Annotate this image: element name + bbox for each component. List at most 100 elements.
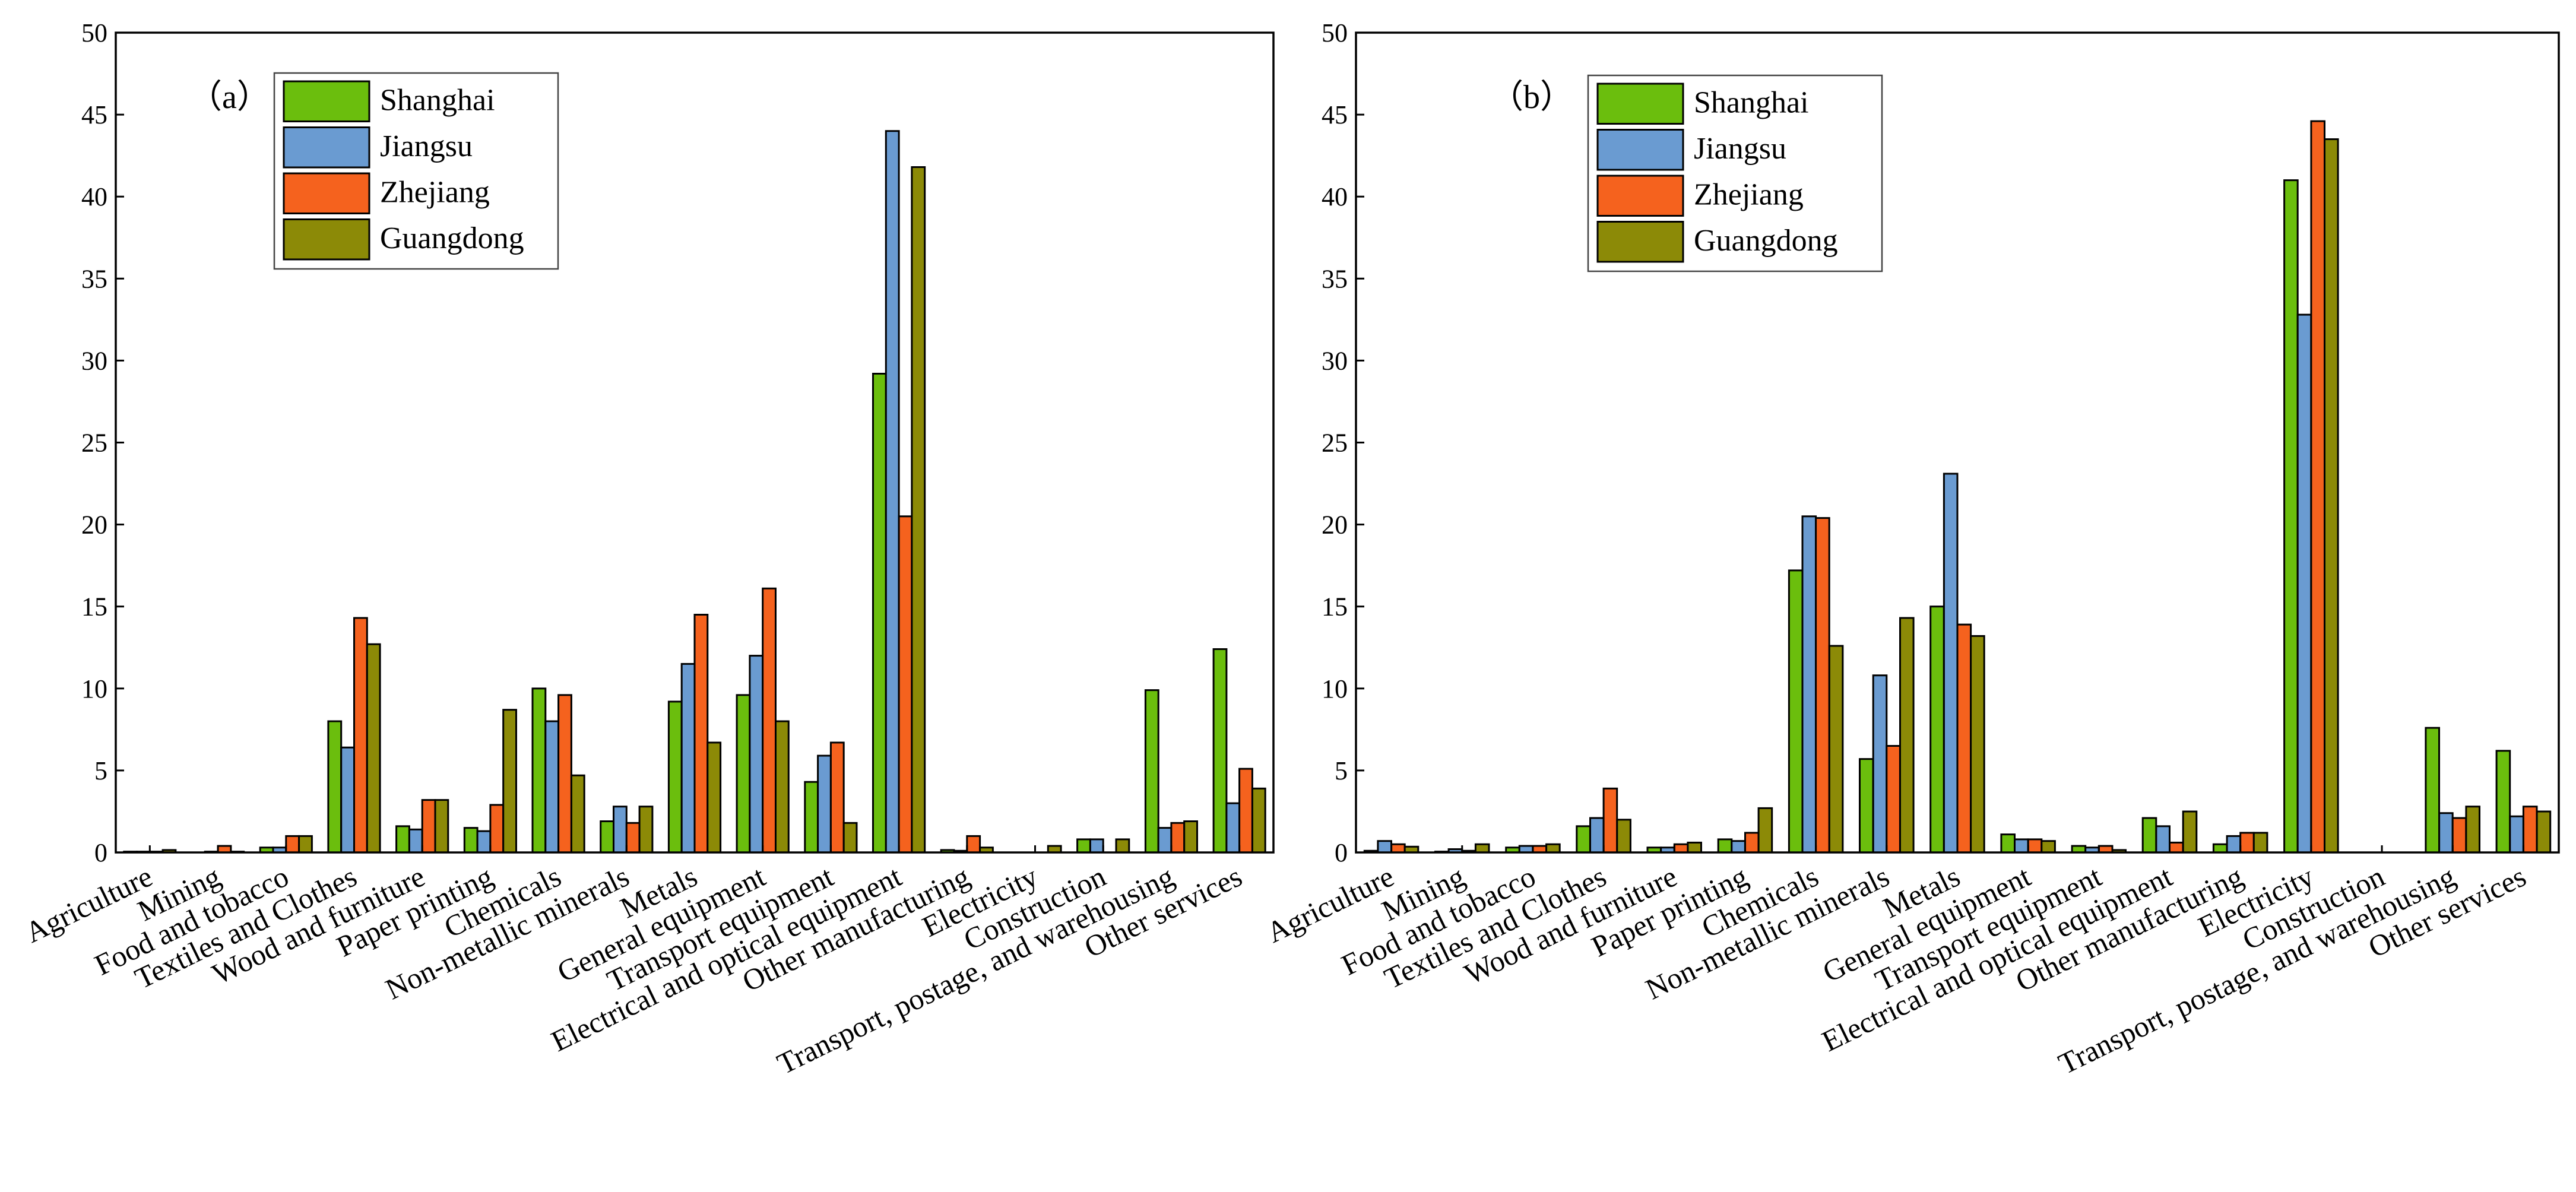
y-tick-label: 5 (1335, 756, 1348, 785)
bar-zhejiang-food-and-tobacco (285, 835, 300, 854)
bar-zhejiang-other-manufacturing (2239, 832, 2255, 854)
bar-guangdong-electrical-and-optical-equipment (911, 166, 926, 854)
bar-zhejiang-wood-and-furniture (1673, 843, 1689, 854)
legend-label-shanghai: Shanghai (380, 84, 495, 118)
bar-jiangsu-paper-printing (476, 830, 492, 854)
y-tick-label: 15 (1322, 592, 1348, 622)
y-tick-label: 40 (81, 182, 107, 211)
y-tick-label: 20 (81, 511, 107, 540)
bar-jiangsu-metals (1943, 473, 1959, 854)
bar-guangdong-other-services (1251, 787, 1266, 854)
bar-zhejiang-non-metallic-minerals (625, 822, 641, 854)
bar-jiangsu-metals (680, 662, 696, 854)
legend-swatch-shanghai (1596, 83, 1684, 125)
bar-jiangsu-chemicals (1801, 515, 1817, 854)
bar-zhejiang-paper-printing (489, 804, 505, 854)
y-tick-label: 40 (1322, 182, 1348, 211)
legend-swatch-guangdong (1596, 221, 1684, 263)
y-tick-label: 50 (1322, 18, 1348, 47)
bar-shanghai-transport-equipment (804, 781, 819, 854)
legend-swatch-jiangsu (1596, 129, 1684, 171)
bar-jiangsu-textiles-and-clothes (1589, 817, 1605, 854)
bar-shanghai-other-services (1212, 648, 1228, 854)
y-tick-label: 5 (94, 756, 107, 785)
legend-swatch-zhejiang (283, 172, 370, 214)
bar-guangdong-other-manufacturing (2252, 832, 2268, 854)
bar-jiangsu-transport-postage-and-warehousing (2438, 812, 2454, 854)
bar-jiangsu-agriculture (1377, 840, 1392, 854)
legend-label-shanghai: Shanghai (1694, 86, 1809, 120)
bar-jiangsu-wood-and-furniture (408, 828, 423, 854)
bar-zhejiang-textiles-and-clothes (1602, 787, 1618, 854)
bar-zhejiang-agriculture (1390, 843, 1406, 854)
bar-jiangsu-electrical-and-optical-equipment (2155, 825, 2171, 854)
bar-guangdong-chemicals (1828, 645, 1844, 854)
panel-label: （a） (189, 79, 270, 116)
bar-shanghai-textiles-and-clothes (1576, 825, 1591, 854)
bar-guangdong-electricity (2324, 138, 2339, 854)
bar-shanghai-non-metallic-minerals (600, 820, 615, 854)
y-tick-label: 50 (81, 18, 107, 47)
bar-zhejiang-metals (1956, 623, 1972, 854)
legend-label-jiangsu: Jiangsu (380, 129, 473, 163)
bar-shanghai-metals (667, 700, 683, 854)
bar-zhejiang-other-services (1238, 768, 1253, 854)
bar-zhejiang-metals (693, 614, 709, 854)
y-tick-label: 0 (94, 838, 107, 867)
bar-guangdong-electrical-and-optical-equipment (2182, 810, 2198, 854)
bar-guangdong-wood-and-furniture (434, 799, 449, 854)
bar-zhejiang-paper-printing (1744, 832, 1760, 854)
bar-jiangsu-non-metallic-minerals (1872, 674, 1888, 854)
bar-guangdong-general-equipment (775, 720, 790, 854)
bar-shanghai-transport-postage-and-warehousing (1144, 689, 1159, 854)
bar-zhejiang-transport-postage-and-warehousing (2451, 817, 2467, 854)
bar-guangdong-textiles-and-clothes (1616, 819, 1631, 854)
bar-jiangsu-construction (1089, 838, 1104, 854)
legend-label-guangdong: Guangdong (380, 221, 524, 255)
bar-shanghai-paper-printing (463, 827, 479, 854)
legend-label-guangdong: Guangdong (1694, 224, 1838, 258)
bar-shanghai-other-services (2495, 750, 2511, 854)
bar-zhejiang-general-equipment (2027, 838, 2043, 854)
bar-shanghai-construction (1076, 838, 1091, 854)
bar-zhejiang-transport-equipment (829, 741, 845, 854)
bar-guangdong-general-equipment (2040, 840, 2056, 854)
bar-zhejiang-other-manufacturing (966, 835, 981, 854)
legend-swatch-guangdong (283, 218, 370, 261)
y-tick-label: 10 (81, 674, 107, 703)
bar-zhejiang-textiles-and-clothes (353, 617, 368, 854)
bar-zhejiang-wood-and-furniture (421, 799, 436, 854)
bar-guangdong-paper-printing (502, 709, 518, 854)
bar-shanghai-transport-postage-and-warehousing (2425, 727, 2440, 854)
bar-guangdong-mining (1474, 843, 1490, 854)
bar-guangdong-other-services (2536, 810, 2552, 854)
legend-label-zhejiang: Zhejiang (1694, 178, 1804, 212)
bar-guangdong-non-metallic-minerals (638, 806, 654, 854)
bar-zhejiang-chemicals (557, 694, 572, 854)
y-tick-label: 35 (81, 264, 107, 293)
bar-guangdong-paper-printing (1757, 807, 1773, 854)
bar-guangdong-metals (706, 741, 722, 854)
y-tick-label: 25 (1322, 429, 1348, 458)
bar-jiangsu-general-equipment (749, 655, 764, 854)
bar-guangdong-metals (1970, 635, 1985, 854)
bar-guangdong-wood-and-furniture (1687, 841, 1702, 854)
bar-shanghai-general-equipment (2000, 833, 2016, 854)
y-tick-label: 25 (81, 429, 107, 458)
bar-jiangsu-electrical-and-optical-equipment (885, 130, 900, 854)
bar-jiangsu-other-services (2509, 815, 2524, 854)
bar-shanghai-non-metallic-minerals (1859, 758, 1874, 854)
bar-guangdong-non-metallic-minerals (1899, 617, 1915, 854)
bar-zhejiang-other-services (2522, 806, 2538, 854)
bar-jiangsu-paper-printing (1731, 840, 1746, 854)
bar-jiangsu-other-manufacturing (2226, 835, 2242, 854)
bar-shanghai-chemicals (1788, 569, 1804, 854)
bar-guangdong-food-and-tobacco (298, 835, 313, 854)
bar-shanghai-textiles-and-clothes (327, 720, 343, 854)
bar-guangdong-food-and-tobacco (1545, 843, 1561, 854)
bar-guangdong-construction (1115, 838, 1130, 854)
legend-swatch-jiangsu (283, 126, 370, 169)
panel-b: 05101520253035404550AgricultureMiningFoo… (1262, 18, 2560, 1080)
bar-zhejiang-electrical-and-optical-equipment (898, 515, 913, 854)
